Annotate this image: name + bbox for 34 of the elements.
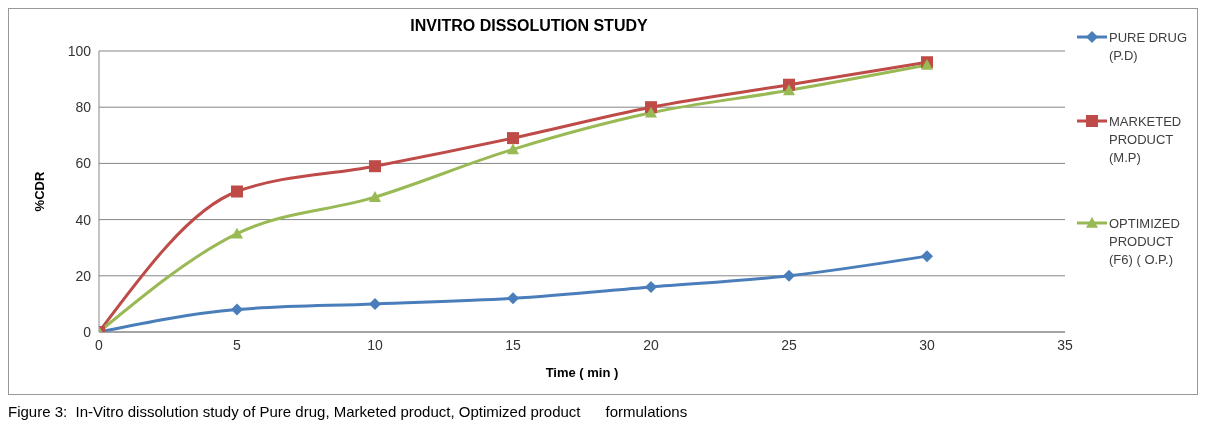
legend-label: MARKETED PRODUCT (M.P) <box>1109 113 1183 167</box>
x-tick-label: 25 <box>781 336 797 353</box>
point <box>231 185 243 198</box>
point <box>783 269 795 282</box>
legend-label: PURE DRUG (P.D) <box>1109 29 1188 65</box>
x-tick-label: 10 <box>367 336 383 353</box>
x-tick-label: 0 <box>95 336 104 353</box>
point <box>507 143 519 155</box>
point <box>921 250 933 263</box>
y-tick-label: 0 <box>83 323 92 340</box>
y-tick-label: 100 <box>67 42 92 59</box>
point <box>507 132 519 145</box>
point <box>645 281 657 294</box>
legend-label: OPTIMIZED PRODUCT (F6) ( O.P.) <box>1109 215 1181 269</box>
point <box>645 106 657 118</box>
x-tick-label: 30 <box>919 336 935 353</box>
x-tick-label: 15 <box>505 336 521 353</box>
x-tick-label: 5 <box>233 336 242 353</box>
point <box>231 303 243 316</box>
caption: Figure 3: In-Vitro dissolution study of Pure drug, Marketed product, Optimized product formulations <box>8 403 689 420</box>
x-tick-label: 35 <box>1057 336 1073 353</box>
x-tick-label: 20 <box>643 336 659 353</box>
y-tick-label: 60 <box>75 155 92 172</box>
point <box>369 160 381 173</box>
point <box>507 292 519 305</box>
y-tick-label: 40 <box>75 211 92 228</box>
y-tick-label: 20 <box>75 267 92 284</box>
y-tick-label: 80 <box>75 99 92 116</box>
point <box>783 84 795 96</box>
chart-title: INVITRO DISSOLUTION STUDY <box>409 17 649 35</box>
point <box>369 191 381 202</box>
y-axis-title: %CDR <box>31 171 47 212</box>
point <box>369 297 381 310</box>
x-axis-title: Time ( min ) <box>545 365 619 380</box>
